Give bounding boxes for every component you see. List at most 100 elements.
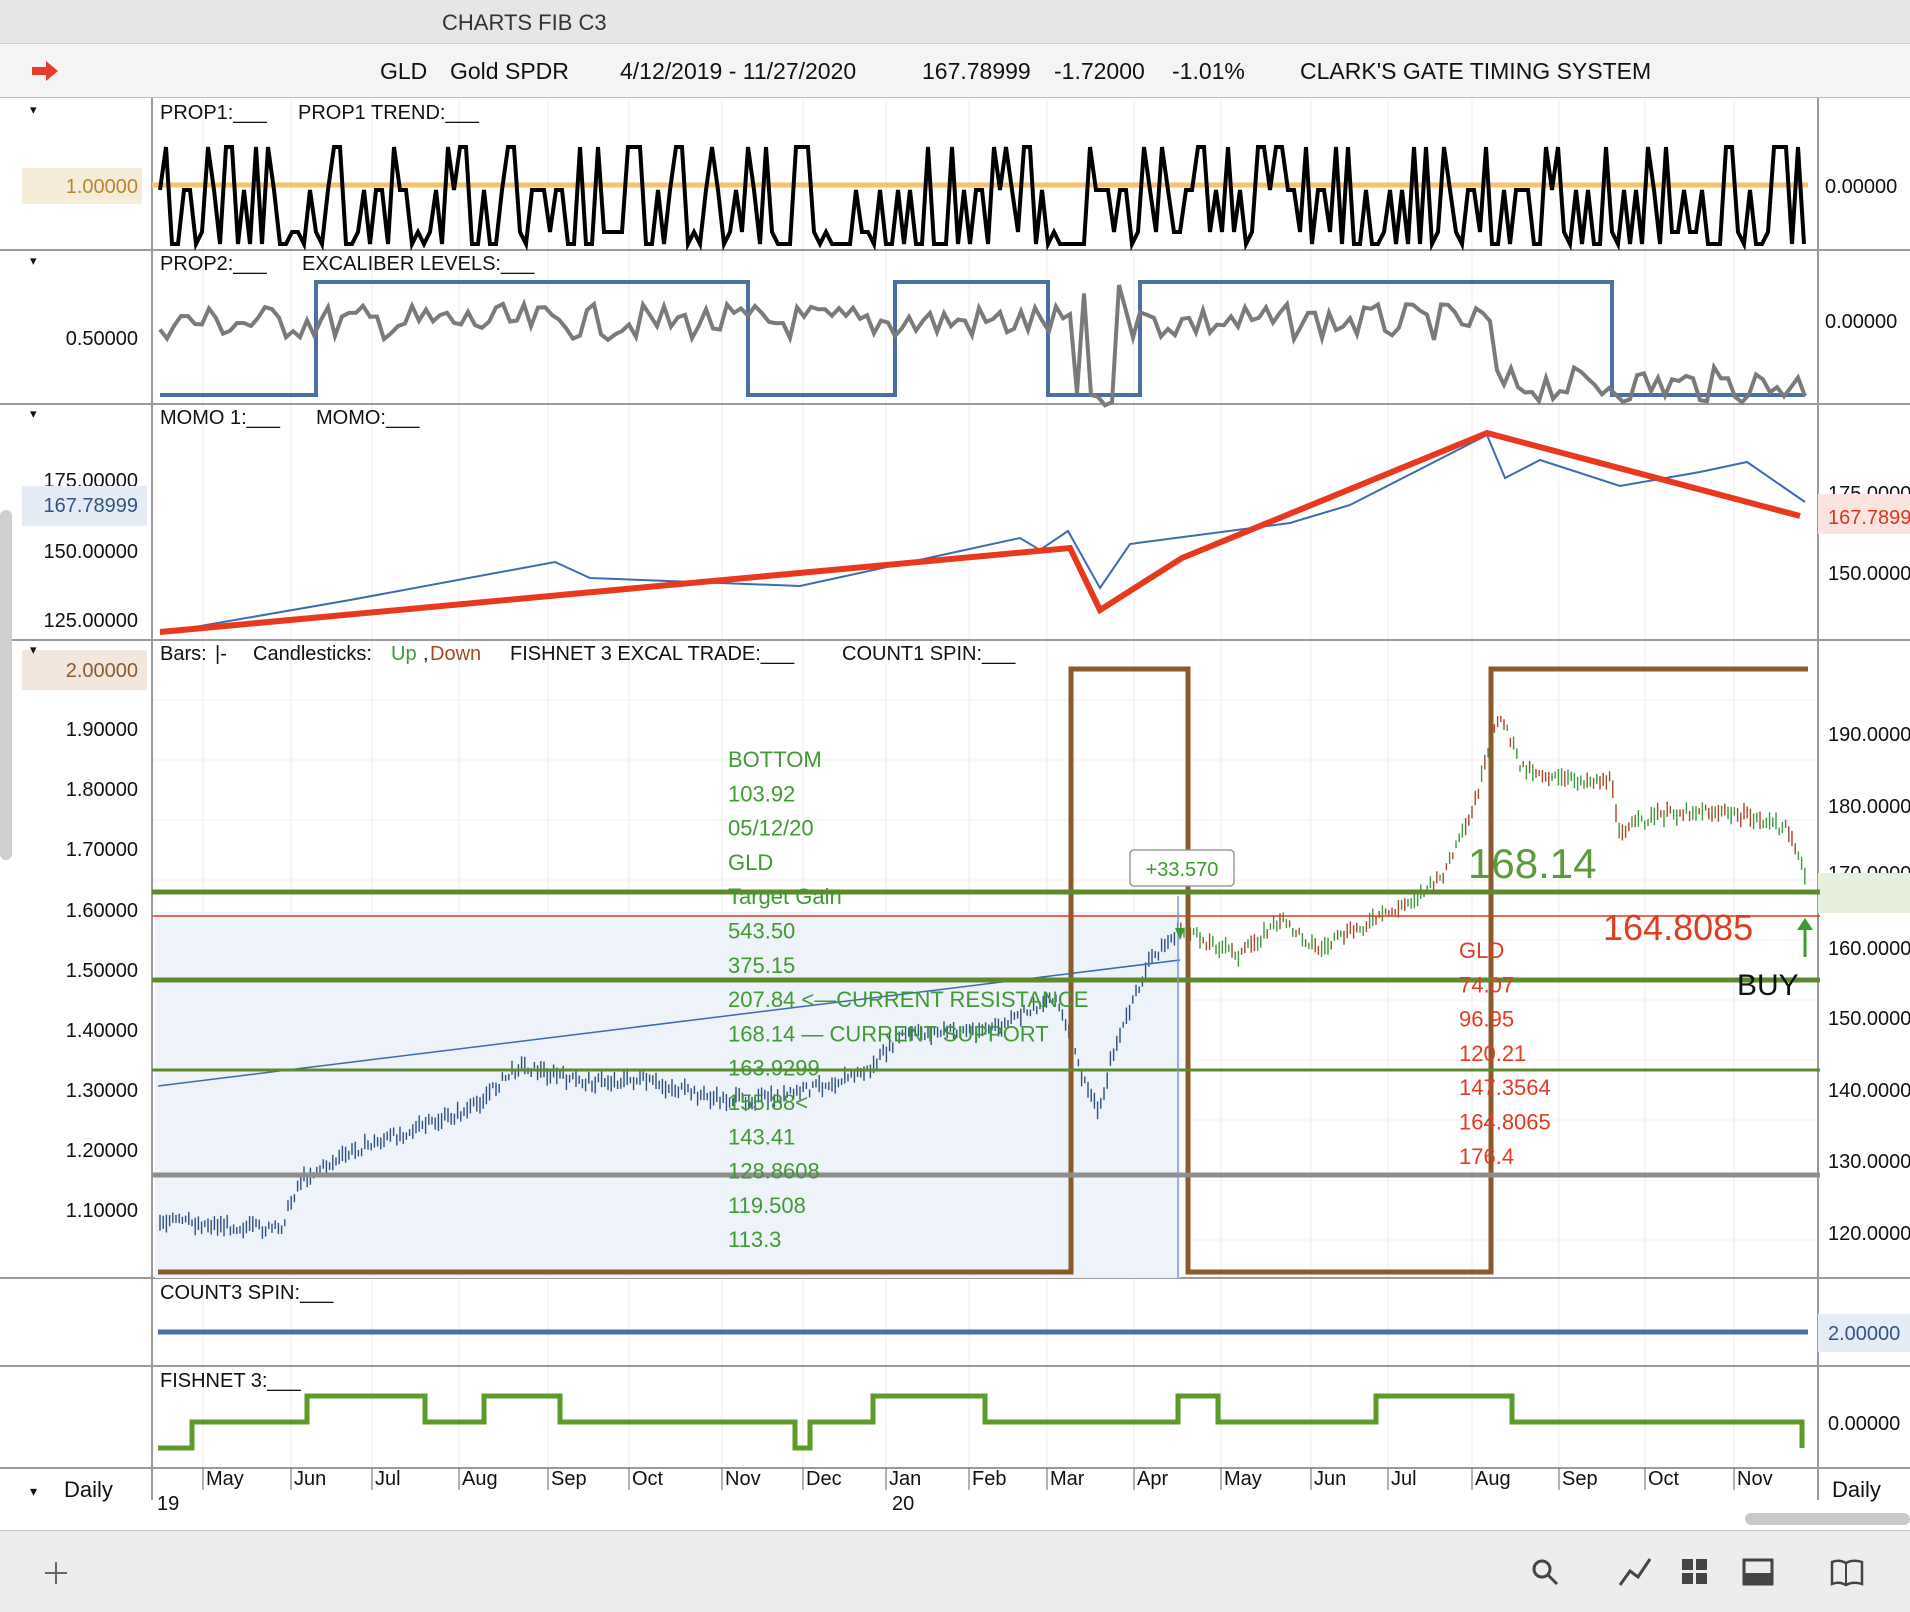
main-level-tag — [22, 650, 147, 690]
main-right-tick-label: 140.00000 — [1828, 1080, 1910, 1102]
prop1-legend: PROP1:___ — [160, 102, 268, 124]
month-label: Aug — [462, 1468, 498, 1490]
momo-price-tag — [22, 486, 147, 526]
main-right-tick-label: 120.00000 — [1828, 1223, 1910, 1245]
panel-menu-icon[interactable]: ▾ — [30, 102, 37, 117]
main-left-tick-label: 1.40000 — [66, 1020, 138, 1042]
bars-symbol: |- — [215, 643, 227, 665]
panel-menu-icon[interactable]: ▾ — [30, 642, 37, 657]
price-change: -1.72000 — [1054, 58, 1145, 84]
fib-green-level: 05/12/20 — [728, 816, 814, 841]
fib-green-levels: BOTTOM 103.92 05/12/20 GLD Target Gain 543.50… — [728, 747, 1088, 1252]
last-price: 167.78999 — [922, 58, 1031, 84]
month-label: Nov — [725, 1468, 761, 1490]
main-right-axis: 190.00000180.00000170.00000167.78999160.… — [1828, 724, 1910, 1245]
grid-icon[interactable] — [1680, 1557, 1710, 1587]
red-arrow-icon[interactable] — [30, 60, 60, 82]
fib-green-level: 113.3 — [728, 1227, 781, 1252]
window-title: CHARTS FIB C3 — [442, 10, 607, 35]
count3-panel[interactable]: COUNT3 SPIN:___ 2.00000 — [158, 1282, 1910, 1352]
fishnet-excal-legend: FISHNET 3 EXCAL TRADE:___ — [510, 643, 795, 665]
period-left-label[interactable]: Daily — [64, 1477, 113, 1502]
title-bar[interactable]: CHARTS FIB C3 — [0, 0, 1910, 44]
month-label: Aug — [1475, 1468, 1511, 1490]
vertical-scrollbar[interactable] — [0, 510, 12, 860]
year-label-19: 19 — [157, 1493, 179, 1515]
axis-menu-icon[interactable]: ▾ — [30, 1483, 37, 1499]
main-right-tick-label: 160.00000 — [1828, 938, 1910, 960]
month-label: Jan — [889, 1468, 921, 1490]
month-label: Apr — [1137, 1468, 1168, 1490]
book-icon[interactable] — [1830, 1557, 1864, 1587]
main-price-panel[interactable]: Bars: |- Candlesticks: Up , Down FISHNET… — [22, 643, 1910, 1278]
panel-menu-icon[interactable]: ▾ — [30, 253, 37, 268]
panel-menu-icons[interactable]: ▾ ▾ ▾ ▾ — [30, 102, 37, 657]
main-left-tick-label: 1.60000 — [66, 900, 138, 922]
fib-red-level: 96.95 — [1459, 1007, 1514, 1032]
fib-green-level: 207.84 <—CURRENT RESISTANCE — [728, 987, 1088, 1012]
price-change-pct: -1.01% — [1172, 58, 1245, 84]
fib-green-level: 543.50 — [728, 919, 795, 944]
momo-panel[interactable]: MOMO 1:___ MOMO:___ 175.00000 167.78999 … — [22, 407, 1910, 635]
momo-left-125: 125.00000 — [43, 610, 138, 632]
search-icon[interactable] — [1530, 1557, 1560, 1587]
candles-down-label: Down — [430, 643, 481, 665]
month-label: Jun — [1314, 1468, 1346, 1490]
candles-up-label: Up — [391, 643, 417, 665]
symbol-info-bar: GLD Gold SPDR 4/12/2019 - 11/27/2020 167… — [0, 44, 1910, 98]
prop1-right-label: 0.00000 — [1825, 176, 1897, 198]
fib-green-level: 375.15 — [728, 953, 795, 978]
month-label: Nov — [1737, 1468, 1773, 1490]
prop1-panel[interactable]: PROP1:___ PROP1 TREND:___ 1.00000 0.0000… — [22, 102, 1897, 252]
main-left-tick-label: 1.50000 — [66, 960, 138, 982]
fib-green-level: 103.92 — [728, 781, 795, 806]
count3-tag — [1818, 1314, 1910, 1352]
main-left-tick-label: 1.30000 — [66, 1080, 138, 1102]
fib-green-level: 163.9299 — [728, 1056, 820, 1081]
chart-area[interactable]: PROP1:___ PROP1 TREND:___ 1.00000 0.0000… — [0, 98, 1910, 1530]
big-price-label: 164.8085 — [1603, 907, 1753, 948]
fib-red-levels: GLD 74.07 96.95 120.21 147.3564 164.8065 176.4 — [1459, 938, 1551, 1169]
prop1-left-label: 1.00000 — [66, 176, 138, 198]
fib-red-level: 176.4 — [1459, 1144, 1514, 1169]
plus-icon[interactable] — [42, 1559, 70, 1587]
fib-green-level: 128.8608 — [728, 1159, 820, 1184]
buy-arrow-icon — [1797, 918, 1813, 957]
buy-label: BUY — [1737, 969, 1799, 1002]
gain-box-text: +33.570 — [1146, 859, 1219, 881]
fishnet-panel[interactable]: FISHNET 3:___ 0.00000 — [158, 1370, 1900, 1451]
line-tool-icon[interactable] — [1618, 1557, 1652, 1587]
main-right-tick-label: 130.00000 — [1828, 1151, 1910, 1173]
panel-icon[interactable] — [1742, 1557, 1774, 1587]
time-axis[interactable]: ▾ Daily Daily May Jun Jul Aug Sep Oct Nov Dec Ja… — [30, 1468, 1881, 1515]
prop2-right-label: 0.00000 — [1825, 311, 1897, 333]
prop2-panel[interactable]: PROP2:___ EXCALIBER LEVELS:___ 0.50000 0… — [66, 253, 1898, 408]
big-support-label: 168.14 — [1468, 840, 1596, 887]
fib-red-level: 120.21 — [1459, 1041, 1526, 1066]
excaliber-legend: EXCALIBER LEVELS:___ — [302, 253, 535, 275]
main-left-tick-label: 1.80000 — [66, 779, 138, 801]
fib-green-level: GLD — [728, 850, 773, 875]
count3-right-label: 2.00000 — [1828, 1323, 1900, 1345]
main-left-tick-label: 2.00000 — [66, 660, 138, 682]
momo-right-price-tag — [1818, 494, 1910, 534]
candles-comma: , — [423, 643, 429, 665]
momo-line — [159, 429, 1801, 635]
fib-green-level: 155.88< — [728, 1090, 808, 1115]
prop2-line — [158, 284, 1807, 408]
period-right-label[interactable]: Daily — [1832, 1477, 1881, 1502]
symbol-name: Gold SPDR — [450, 58, 569, 84]
gain-box — [1129, 849, 1235, 887]
month-label: May — [1224, 1468, 1262, 1490]
main-left-tick-label: 1.70000 — [66, 839, 138, 861]
month-label: Jul — [375, 1468, 401, 1490]
month-label: Oct — [1648, 1468, 1680, 1490]
fib-green-level: BOTTOM — [728, 747, 822, 772]
candles-legend: Candlesticks: — [253, 643, 372, 665]
horizontal-scrollbar[interactable] — [1745, 1513, 1910, 1525]
month-label: May — [206, 1468, 244, 1490]
main-left-tick-label: 1.90000 — [66, 719, 138, 741]
panel-menu-icon[interactable]: ▾ — [30, 406, 37, 421]
month-label: Jun — [294, 1468, 326, 1490]
